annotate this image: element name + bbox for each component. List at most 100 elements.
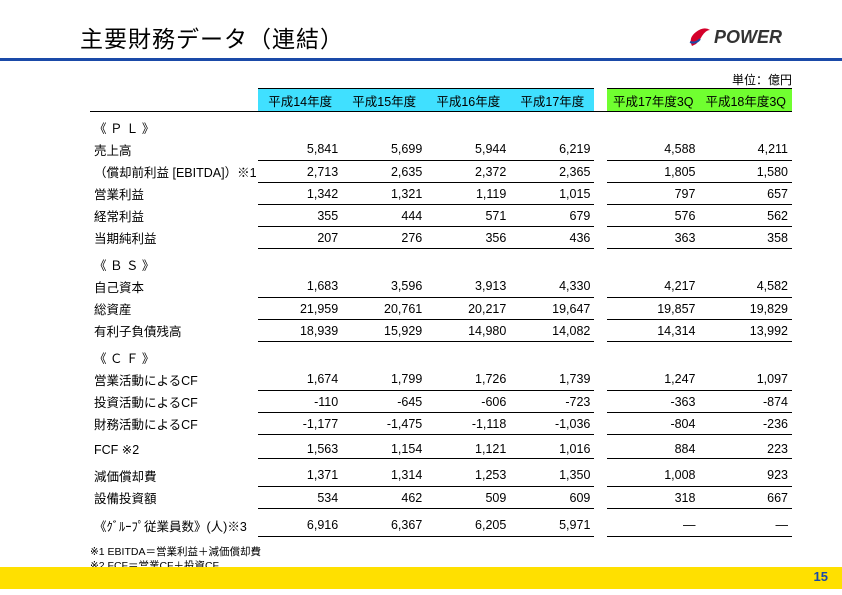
cell-value: 1,314 — [342, 465, 426, 487]
cell-value: 358 — [699, 227, 792, 249]
cell-value: 5,699 — [342, 139, 426, 161]
cell-value: -804 — [607, 413, 699, 435]
row-label: 投資活動によるCF — [90, 391, 258, 413]
cell-value: 1,580 — [699, 161, 792, 183]
cell-value: 6,219 — [510, 139, 594, 161]
col-header: 平成14年度 — [258, 89, 342, 112]
cell-value: 444 — [342, 205, 426, 227]
cell-value: 797 — [607, 183, 699, 205]
cell-value: -1,036 — [510, 413, 594, 435]
cell-value: 4,330 — [510, 276, 594, 298]
cell-value: 3,596 — [342, 276, 426, 298]
section-header-row: 《 Ｐ Ｌ 》 — [90, 112, 792, 139]
col-header: 平成15年度 — [342, 89, 426, 112]
row-label: 自己資本 — [90, 276, 258, 298]
cell-value: 21,959 — [258, 298, 342, 320]
logo: POWER — [686, 26, 782, 48]
cell-value: 6,205 — [426, 515, 510, 537]
cell-value: 462 — [342, 487, 426, 509]
cell-value: -110 — [258, 391, 342, 413]
cell-value: 1,119 — [426, 183, 510, 205]
table-row: （償却前利益 [EBITDA]）※12,7132,6352,3722,3651,… — [90, 161, 792, 183]
table-row: 自己資本1,6833,5963,9134,3304,2174,582 — [90, 276, 792, 298]
row-label: 有利子負債残高 — [90, 320, 258, 342]
cell-value: 5,841 — [258, 139, 342, 161]
cell-value: 1,154 — [342, 441, 426, 459]
cell-value: 436 — [510, 227, 594, 249]
row-label: 減価償却費 — [90, 465, 258, 487]
cell-value: 1,121 — [426, 441, 510, 459]
table-row: 財務活動によるCF-1,177-1,475-1,118-1,036-804-23… — [90, 413, 792, 435]
cell-value: 1,350 — [510, 465, 594, 487]
cell-value: 679 — [510, 205, 594, 227]
cell-value: — — [607, 515, 699, 537]
cell-value: 571 — [426, 205, 510, 227]
cell-value: 6,367 — [342, 515, 426, 537]
cell-value: 1,097 — [699, 369, 792, 391]
section-header-row: 《 Ｃ Ｆ 》 — [90, 342, 792, 369]
cell-value: 1,321 — [342, 183, 426, 205]
table-row: 投資活動によるCF-110-645-606-723-363-874 — [90, 391, 792, 413]
cell-value: -1,177 — [258, 413, 342, 435]
cell-value: 1,563 — [258, 441, 342, 459]
page-footer: 15 — [0, 567, 842, 589]
cell-value: 1,016 — [510, 441, 594, 459]
cell-value: -606 — [426, 391, 510, 413]
cell-value: 5,944 — [426, 139, 510, 161]
cell-value: 1,674 — [258, 369, 342, 391]
cell-value: 20,761 — [342, 298, 426, 320]
col-header: 平成17年度3Q — [607, 89, 699, 112]
cell-value: 355 — [258, 205, 342, 227]
cell-value: 5,971 — [510, 515, 594, 537]
cell-value: 1,799 — [342, 369, 426, 391]
cell-value: 20,217 — [426, 298, 510, 320]
table-row: 当期純利益207276356436363358 — [90, 227, 792, 249]
cell-value: 19,647 — [510, 298, 594, 320]
cell-value: 576 — [607, 205, 699, 227]
table-row: FCF ※21,5631,1541,1211,016884223 — [90, 441, 792, 459]
cell-value: 884 — [607, 441, 699, 459]
row-label: 営業活動によるCF — [90, 369, 258, 391]
cell-value: -874 — [699, 391, 792, 413]
table-row: 総資産21,95920,76120,21719,64719,85719,829 — [90, 298, 792, 320]
cell-value: 14,314 — [607, 320, 699, 342]
page-number: 15 — [814, 569, 828, 584]
cell-value: 13,992 — [699, 320, 792, 342]
cell-value: 363 — [607, 227, 699, 249]
section-header: 《 Ｃ Ｆ 》 — [90, 342, 792, 369]
cell-value: 356 — [426, 227, 510, 249]
cell-value: -645 — [342, 391, 426, 413]
cell-value: 2,372 — [426, 161, 510, 183]
cell-value: 1,247 — [607, 369, 699, 391]
cell-value: 14,980 — [426, 320, 510, 342]
cell-value: 1,805 — [607, 161, 699, 183]
cell-value: 2,635 — [342, 161, 426, 183]
cell-value: -236 — [699, 413, 792, 435]
table-row: 設備投資額534462509609318667 — [90, 487, 792, 509]
unit-label: 単位：億円 — [90, 71, 792, 88]
table-row: 減価償却費1,3711,3141,2531,3501,008923 — [90, 465, 792, 487]
table-row: 営業活動によるCF1,6741,7991,7261,739 1,2471,097 — [90, 369, 792, 391]
cell-value: 4,211 — [699, 139, 792, 161]
row-label: 総資産 — [90, 298, 258, 320]
cell-value: 1,253 — [426, 465, 510, 487]
cell-value: 19,829 — [699, 298, 792, 320]
cell-value: 276 — [342, 227, 426, 249]
section-header: 《 Ｂ Ｓ 》 — [90, 249, 792, 276]
cell-value: — — [699, 515, 792, 537]
col-header: 平成16年度 — [426, 89, 510, 112]
cell-value: -1,475 — [342, 413, 426, 435]
cell-value: 609 — [510, 487, 594, 509]
page-title: 主要財務データ（連結） — [80, 20, 344, 54]
cell-value: 1,015 — [510, 183, 594, 205]
header-bar: 主要財務データ（連結） POWER — [0, 0, 842, 61]
row-label: 《ｸﾞﾙｰﾌﾟ従業員数》(人)※3 — [90, 515, 258, 537]
row-label: 営業利益 — [90, 183, 258, 205]
cell-value: 1,683 — [258, 276, 342, 298]
logo-text: POWER — [714, 27, 782, 48]
cell-value: 923 — [699, 465, 792, 487]
section-header-row: 《 Ｂ Ｓ 》 — [90, 249, 792, 276]
cell-value: 1,739 — [510, 369, 594, 391]
cell-value: 1,726 — [426, 369, 510, 391]
cell-value: 1,371 — [258, 465, 342, 487]
